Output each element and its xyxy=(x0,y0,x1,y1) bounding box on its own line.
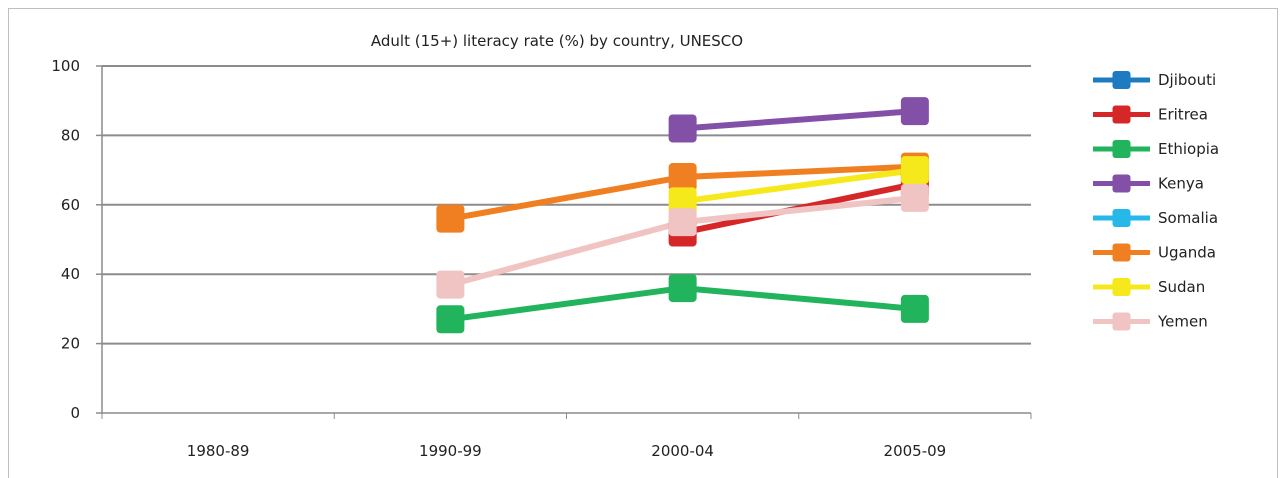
chart-frame xyxy=(8,8,1278,478)
data-point-uganda xyxy=(668,163,697,192)
data-point-yemen xyxy=(900,183,929,212)
legend-item-ethiopia: Ethiopia xyxy=(1093,140,1219,158)
x-tick-label: 2005-09 xyxy=(884,442,947,460)
legend-marker xyxy=(1112,278,1131,296)
legend-label: Sudan xyxy=(1158,278,1205,296)
series-line-kenya xyxy=(682,108,916,132)
axes xyxy=(101,66,1031,414)
x-tick-label: 2000-04 xyxy=(651,442,714,460)
legend-item-somalia: Somalia xyxy=(1093,209,1218,227)
y-tick-label: 40 xyxy=(61,265,80,283)
legend: Djibouti Eritrea Ethiopia Kenya Somalia Ugand… xyxy=(1093,71,1219,331)
data-point-ethiopia xyxy=(436,305,465,334)
legend-label: Kenya xyxy=(1158,175,1204,193)
x-axis-ticks: 1980-89 1990-99 2000-04 2005-09 xyxy=(101,413,1032,460)
legend-item-eritrea: Eritrea xyxy=(1093,105,1208,124)
legend-marker xyxy=(1112,105,1131,124)
legend-label: Ethiopia xyxy=(1158,140,1219,158)
legend-item-yemen: Yemen xyxy=(1093,312,1208,331)
x-tick-label: 1990-99 xyxy=(419,442,482,460)
y-tick-label: 80 xyxy=(61,126,80,144)
legend-item-djibouti: Djibouti xyxy=(1093,71,1216,89)
data-point-kenya xyxy=(900,97,929,126)
data-point-kenya xyxy=(668,114,697,143)
y-tick-label: 0 xyxy=(70,404,80,422)
legend-marker xyxy=(1112,174,1131,193)
y-tick-label: 60 xyxy=(61,196,80,214)
y-tick-label: 20 xyxy=(61,335,80,353)
y-axis-ticks: 0 20 40 60 80 100 xyxy=(51,57,102,422)
data-point-yemen xyxy=(436,270,465,299)
y-tick-label: 100 xyxy=(51,57,80,75)
chart-title: Adult (15+) literacy rate (%) by country… xyxy=(371,32,743,50)
legend-marker xyxy=(1112,71,1131,89)
legend-item-uganda: Uganda xyxy=(1093,243,1216,262)
legend-item-sudan: Sudan xyxy=(1093,278,1205,296)
series-points xyxy=(436,97,929,334)
legend-label: Yemen xyxy=(1157,313,1208,331)
series-line-sudan xyxy=(682,167,916,205)
legend-marker xyxy=(1112,243,1131,262)
data-point-uganda xyxy=(436,204,465,233)
data-point-ethiopia xyxy=(668,274,697,303)
x-tick-label: 1980-89 xyxy=(187,442,250,460)
legend-marker xyxy=(1112,312,1131,331)
legend-label: Somalia xyxy=(1158,209,1218,227)
data-point-yemen xyxy=(668,208,697,237)
data-point-sudan xyxy=(900,156,929,185)
legend-item-kenya: Kenya xyxy=(1093,174,1204,193)
legend-marker xyxy=(1112,140,1131,158)
gridlines xyxy=(102,65,1031,345)
legend-label: Djibouti xyxy=(1158,71,1216,89)
legend-label: Uganda xyxy=(1158,244,1216,262)
data-point-ethiopia xyxy=(900,294,929,323)
legend-marker xyxy=(1112,209,1131,227)
legend-label: Eritrea xyxy=(1158,106,1208,124)
